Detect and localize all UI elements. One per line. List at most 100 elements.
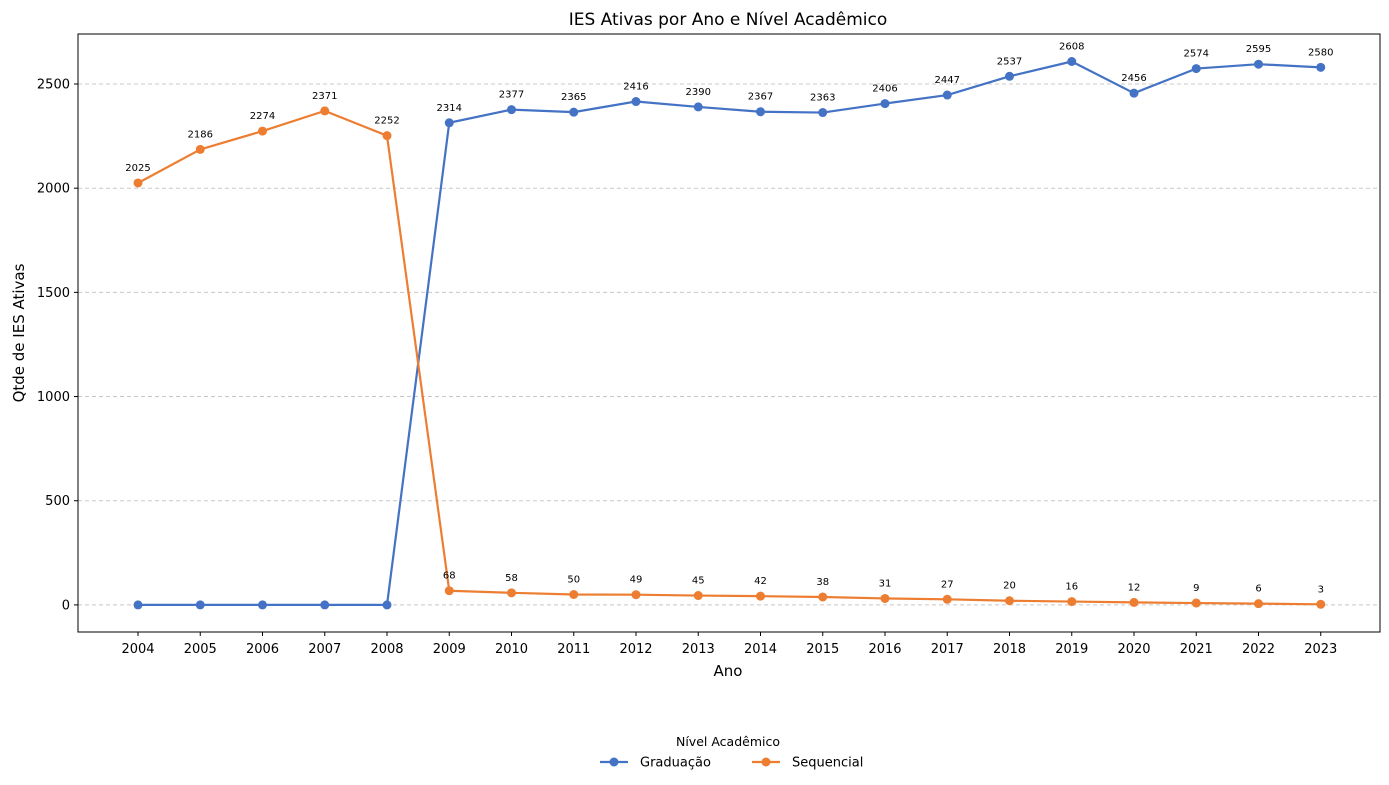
x-tick-label: 2019 (1055, 642, 1088, 657)
data-label-sequencial: 50 (567, 574, 580, 585)
series-graduacao (133, 57, 1326, 610)
data-point-graduacao (258, 600, 267, 610)
data-point-sequencial (1067, 597, 1077, 607)
data-label-sequencial: 27 (941, 579, 954, 590)
x-tick-label: 2007 (308, 642, 341, 657)
data-label-sequencial: 2025 (125, 163, 150, 174)
x-tick-label: 2016 (868, 642, 901, 657)
chart-title: IES Ativas por Ano e Nível Acadêmico (569, 10, 888, 30)
x-axis-label: Ano (714, 662, 743, 680)
data-label-sequencial: 42 (754, 576, 767, 587)
data-point-graduacao (1254, 59, 1263, 69)
data-point-sequencial (258, 126, 267, 136)
y-tick-label: 500 (45, 494, 70, 509)
data-label-sequencial: 2186 (188, 129, 213, 140)
y-axis-ticks: 0 500 1000 1500 2000 2500 (37, 78, 78, 613)
x-tick-label: 2023 (1304, 642, 1337, 657)
x-tick-label: 2010 (495, 642, 528, 657)
x-tick-label: 2013 (682, 642, 715, 657)
legend-item-sequencial: Sequencial (752, 756, 863, 771)
x-tick-label: 2017 (931, 642, 964, 657)
x-tick-label: 2004 (121, 642, 154, 657)
series-line-sequencial (137, 109, 1321, 606)
x-tick-label: 2020 (1117, 642, 1150, 657)
plot-area-frame (77, 33, 1381, 633)
data-point-graduacao (133, 600, 143, 610)
data-point-graduacao (320, 600, 330, 610)
data-point-sequencial (942, 594, 952, 604)
data-label-graduacao: 2537 (997, 56, 1022, 67)
data-label-graduacao: 2363 (810, 93, 835, 104)
data-point-sequencial (569, 589, 579, 599)
data-point-sequencial (444, 586, 454, 596)
data-point-graduacao (631, 97, 641, 107)
data-label-sequencial: 2274 (250, 111, 275, 122)
x-tick-label: 2018 (993, 642, 1026, 657)
x-tick-label: 2008 (370, 642, 403, 657)
x-tick-label: 2011 (557, 642, 590, 657)
x-axis-ticks: 2004 2005 2006 2007 2008 2009 2010 2011 2012 2013… (121, 632, 1337, 657)
data-point-sequencial (133, 178, 143, 188)
data-point-sequencial (195, 144, 205, 154)
data-label-sequencial: 6 (1255, 584, 1261, 595)
data-point-sequencial (320, 106, 330, 116)
data-point-graduacao (1005, 71, 1014, 81)
legend: Nível Acadêmico Graduação Sequencial (600, 734, 863, 771)
legend-title: Nível Acadêmico (676, 734, 780, 749)
data-label-sequencial: 31 (879, 578, 892, 589)
data-point-sequencial (880, 593, 890, 603)
data-label-graduacao: 2406 (872, 84, 897, 95)
data-point-sequencial (1005, 596, 1014, 606)
data-label-sequencial: 2252 (374, 116, 399, 127)
data-label-sequencial: 16 (1065, 582, 1078, 593)
y-tick-label: 1000 (37, 390, 70, 405)
data-label-graduacao: 2456 (1121, 73, 1146, 84)
data-label-graduacao: 2574 (1184, 49, 1209, 60)
data-point-sequencial (818, 592, 828, 602)
x-tick-label: 2009 (433, 642, 466, 657)
data-point-graduacao (880, 99, 890, 109)
data-label-sequencial: 9 (1193, 583, 1199, 594)
y-tick-label: 2000 (37, 182, 70, 197)
data-label-graduacao: 2314 (437, 103, 462, 114)
legend-label: Graduação (640, 756, 711, 771)
data-point-graduacao (195, 600, 205, 610)
data-point-graduacao (569, 107, 579, 117)
data-label-graduacao: 2367 (748, 92, 773, 103)
data-point-graduacao (1067, 57, 1077, 67)
x-tick-label: 2005 (184, 642, 217, 657)
legend-swatch-marker (609, 757, 619, 767)
legend-label: Sequencial (792, 756, 863, 771)
x-tick-label: 2006 (246, 642, 279, 657)
data-point-graduacao (1316, 62, 1326, 72)
data-point-graduacao (1129, 88, 1139, 98)
y-tick-label: 1500 (37, 286, 70, 301)
data-labels: 2314 2377 2365 2416 2390 2367 2363 2406 2447 2537… (125, 42, 1333, 596)
data-point-graduacao (444, 118, 454, 128)
data-point-graduacao (382, 600, 392, 610)
series-sequencial (133, 106, 1326, 609)
data-point-sequencial (1129, 597, 1139, 607)
legend-item-graduacao: Graduação (600, 756, 711, 771)
data-point-graduacao (818, 108, 828, 118)
x-tick-label: 2014 (744, 642, 777, 657)
data-label-sequencial: 12 (1128, 582, 1141, 593)
y-axis-label: Qtde de IES Ativas (10, 263, 28, 402)
data-label-graduacao: 2416 (623, 82, 648, 93)
data-label-graduacao: 2390 (686, 87, 711, 98)
data-label-sequencial: 49 (630, 575, 643, 586)
data-label-graduacao: 2377 (499, 90, 524, 101)
data-label-sequencial: 3 (1318, 584, 1324, 595)
legend-items: Graduação Sequencial (600, 756, 863, 771)
data-point-sequencial (1316, 599, 1326, 609)
data-point-graduacao (756, 107, 765, 117)
data-point-sequencial (756, 591, 765, 601)
data-label-graduacao: 2595 (1246, 44, 1271, 55)
data-point-graduacao (693, 102, 703, 112)
data-point-sequencial (1191, 598, 1201, 608)
data-point-graduacao (507, 105, 516, 115)
series-line-graduacao (138, 60, 1321, 607)
y-tick-label: 0 (62, 598, 70, 613)
data-label-sequencial: 38 (816, 577, 829, 588)
